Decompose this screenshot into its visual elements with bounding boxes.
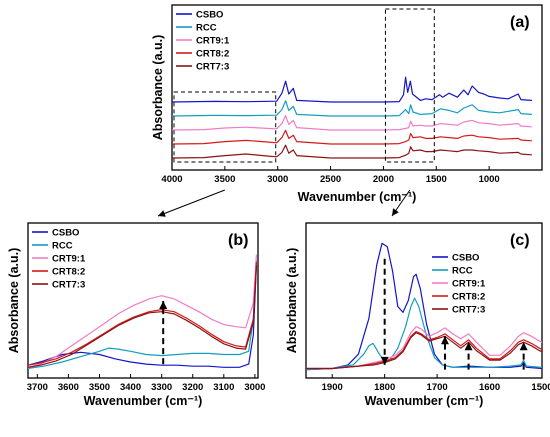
- series-line-crt7-3: [172, 144, 532, 159]
- legend-label-csbo: CSBO: [196, 10, 223, 21]
- panel-label: (b): [228, 232, 248, 249]
- change-arrow-0-head: [159, 301, 168, 310]
- highlight-box: [173, 91, 277, 163]
- legend-label-crt8-2: CRT8:2: [52, 267, 85, 278]
- series-line-csbo: [172, 76, 532, 103]
- legend: CSBO RCC CRT9:1 CRT8:2 CRT7:3: [432, 253, 486, 316]
- series-group: [28, 254, 257, 369]
- x-tick-label: 2000: [373, 174, 394, 185]
- panel-c: 1900 1800 1700 1600 1500 Wavenumber (cm⁻¹) Abs…: [285, 222, 550, 408]
- y-axis-title: Absorbance (a.u.): [151, 35, 165, 141]
- x-tick-label: 1900: [322, 382, 343, 393]
- legend-label-rcc: RCC: [52, 241, 73, 252]
- x-tick-label: 1500: [426, 174, 447, 185]
- highlight-box: [384, 8, 435, 163]
- plot-frame: [27, 222, 259, 379]
- x-tick-label: 1600: [479, 382, 500, 393]
- legend-label-csbo: CSBO: [52, 228, 79, 239]
- panel-label: (a): [510, 14, 530, 31]
- x-tick-label: 1700: [427, 382, 448, 393]
- x-axis-title: Wavenumber (cm⁻¹): [365, 394, 484, 408]
- change-arrow-3-head: [519, 342, 528, 351]
- change-arrow-1-head: [440, 336, 449, 345]
- legend-label-rcc: RCC: [196, 23, 217, 34]
- x-tick-label: 3300: [151, 382, 172, 393]
- x-tick-label: 3200: [182, 382, 203, 393]
- legend-label-crt9-1: CRT9:1: [196, 36, 230, 47]
- y-axis-title: Absorbance (a.u.): [285, 248, 299, 354]
- x-axis-title: Wavenumber (cm⁻¹): [298, 190, 417, 204]
- legend: CSBO RCC CRT9:1 CRT8:2 CRT7:3: [176, 10, 230, 73]
- series-line-csbo: [306, 242, 542, 371]
- y-axis-title: Absorbance (a.u.): [7, 248, 21, 354]
- change-arrow-0-head: [380, 356, 389, 365]
- zoom-arrow-c-head: [392, 208, 399, 216]
- x-tick-label: 1000: [479, 174, 500, 185]
- x-tick-label: 2500: [320, 174, 341, 185]
- x-tick-label: 3600: [58, 382, 79, 393]
- panel-b: 3700 3600 3500 3400 3300 3200 3100 3000 Wavenumb…: [7, 222, 265, 408]
- x-tick-label: 3700: [27, 382, 48, 393]
- x-tick-label: 4000: [161, 174, 182, 185]
- series-line-rcc: [28, 259, 257, 369]
- x-tick-label: 1500: [531, 382, 550, 393]
- series-line-rcc: [306, 297, 542, 371]
- x-axis-title: Wavenumber (cm⁻¹): [84, 394, 203, 408]
- legend-label-crt9-1: CRT9:1: [52, 254, 86, 265]
- legend-label-csbo: CSBO: [452, 253, 479, 264]
- series-line-crt9-1: [172, 115, 532, 131]
- legend-label-crt7-3: CRT7:3: [196, 62, 229, 73]
- legend-label-crt7-3: CRT7:3: [452, 305, 485, 316]
- plot-frame: [305, 222, 543, 379]
- zoom-arrow-b-head: [158, 210, 166, 217]
- x-tick-label: 3500: [214, 174, 235, 185]
- x-tick-label: 3000: [267, 174, 288, 185]
- panel-a: 4000 3500 3000 2500 2000 1500 1000 Wavenumber (…: [151, 4, 543, 204]
- legend-label-crt9-1: CRT9:1: [452, 279, 486, 290]
- plot-frame: [171, 4, 543, 171]
- legend-label-rcc: RCC: [452, 266, 473, 277]
- series-line-crt7-3: [28, 265, 257, 368]
- x-tick-label: 3000: [244, 382, 265, 393]
- series-group: [172, 76, 532, 159]
- series-line-crt8-2: [172, 129, 532, 145]
- x-tick-label: 1800: [374, 382, 395, 393]
- series-line-crt8-2: [28, 262, 257, 366]
- zoom-arrow-b-line: [157, 189, 226, 217]
- legend-label-crt8-2: CRT8:2: [196, 49, 229, 60]
- series-line-crt9-1: [28, 254, 257, 368]
- legend-label-crt7-3: CRT7:3: [52, 280, 85, 291]
- zoom-connectors: [157, 189, 411, 217]
- panel-label: (c): [510, 232, 530, 249]
- legend: CSBO RCC CRT9:1 CRT8:2 CRT7:3: [32, 228, 86, 291]
- x-tick-label: 3100: [213, 382, 234, 393]
- x-tick-label: 3400: [120, 382, 141, 393]
- legend-label-crt8-2: CRT8:2: [452, 292, 485, 303]
- series-line-rcc: [172, 100, 532, 117]
- x-tick-label: 3500: [89, 382, 110, 393]
- change-arrow-2-head: [464, 342, 473, 351]
